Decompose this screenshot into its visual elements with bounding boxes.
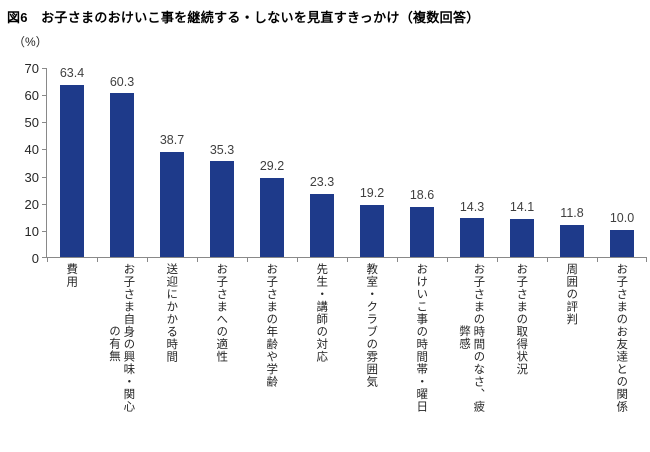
x-category-label: お子さまの年齢や学齢 [246, 263, 296, 449]
x-category-label-text: 先生・講師の対応 [315, 263, 328, 363]
y-axis-tick [42, 176, 47, 178]
y-tick-label: 10 [24, 223, 39, 239]
bar [610, 229, 634, 257]
x-category-label: 先生・講師の対応 [296, 263, 346, 449]
plot-area: 0 10 20 30 40 50 60 70 63.4 60.3 38.7 35.3 29.2 23.3 1… [25, 62, 647, 265]
x-category-label-text: お子さまの年齢や学齢 [265, 263, 278, 388]
x-axis-tick [646, 257, 647, 262]
x-axis-tick [247, 257, 248, 262]
bar [210, 161, 234, 257]
x-axis-tick [47, 257, 48, 262]
bar [410, 206, 434, 257]
x-axis-tick [97, 257, 98, 262]
x-category-label-text: 費用 [65, 263, 78, 288]
chart-title: 図6 お子さまのおけいこ事を継続する・しないを見直すきっかけ（複数回答） [7, 10, 480, 25]
x-axis-tick [547, 257, 548, 262]
bar-value-label: 23.3 [309, 175, 335, 190]
bar-value-label: 38.7 [159, 133, 185, 148]
bar [60, 84, 84, 257]
x-category-label-text: おけいこ事の時間帯・曜日 [415, 263, 428, 413]
y-axis-tick [42, 68, 47, 69]
x-category-label: 教室・クラブの雰囲気 [346, 263, 396, 449]
bar [260, 177, 284, 257]
x-category-label: お子さま自身の興味・関心 の有無 [96, 263, 146, 449]
x-category-label: お子さまの取得状況 [496, 263, 546, 449]
y-axis-tick [42, 149, 47, 151]
x-axis-tick [347, 257, 348, 262]
x-category-label-text: 送迎にかかる時間 [165, 263, 178, 363]
x-axis-tick [397, 257, 398, 262]
y-tick-label: 40 [24, 142, 39, 158]
x-axis-tick [147, 257, 148, 262]
x-category-label-text: 教室・クラブの雰囲気 [365, 263, 378, 388]
bar-value-label: 11.8 [560, 206, 584, 221]
y-axis-tick [42, 122, 47, 124]
y-tick-label: 0 [31, 251, 39, 266]
x-category-label-text: お子さまへの適性 [215, 263, 228, 363]
bar-value-label: 35.3 [209, 142, 235, 157]
x-category-label: 費用 [46, 263, 96, 449]
y-tick-label: 30 [24, 169, 39, 185]
y-axis-tick [42, 257, 47, 258]
x-axis-tick [297, 257, 298, 262]
x-category-label-text: 周囲の評判 [565, 263, 578, 326]
x-category-label: お子さまの時間のなさ、疲 弊感 [446, 263, 496, 449]
bar [110, 93, 134, 257]
x-category-label-text: お子さまの取得状況 [515, 263, 528, 376]
x-category-label: お子さまのお友達との関係 [596, 263, 646, 449]
y-tick-label: 60 [24, 88, 39, 104]
x-category-label-text: お子さまのお友達との関係 [615, 263, 628, 413]
bar-value-label: 14.1 [509, 200, 535, 215]
x-category-label: おけいこ事の時間帯・曜日 [396, 263, 446, 449]
x-category-label-text: お子さまの時間のなさ、疲 弊感 [458, 263, 485, 413]
x-axis-tick [597, 257, 598, 262]
bar [560, 224, 584, 257]
y-axis-unit-label: （%） [13, 35, 48, 49]
y-axis-tick [42, 230, 47, 232]
x-category-label: お子さまへの適性 [196, 263, 246, 449]
y-tick-label: 50 [24, 115, 39, 131]
bar-value-label: 29.2 [259, 159, 285, 174]
bar-value-label: 60.3 [109, 74, 135, 89]
y-tick-label: 70 [24, 61, 39, 76]
bar-value-label: 19.2 [359, 186, 385, 201]
x-category-label: 周囲の評判 [546, 263, 596, 449]
x-category-label-text: お子さま自身の興味・関心 の有無 [108, 263, 135, 413]
bar [510, 218, 534, 257]
x-axis-labels: 費用 お子さま自身の興味・関心 の有無 送迎にかかる時間 お子さまへの適性 お子さまの年齢… [46, 263, 646, 449]
bar-value-label: 63.4 [59, 66, 85, 81]
bar [160, 151, 184, 257]
x-axis-tick [197, 257, 198, 262]
bar-value-label: 18.6 [409, 188, 435, 203]
y-tick-label: 20 [24, 196, 39, 212]
bar-value-label: 10.0 [609, 211, 635, 226]
y-axis-tick [42, 203, 47, 205]
bar [310, 193, 334, 257]
y-axis-tick [42, 95, 47, 97]
bar [360, 204, 384, 257]
x-category-label: 送迎にかかる時間 [146, 263, 196, 449]
x-axis-tick [447, 257, 448, 262]
bar [460, 218, 484, 257]
x-axis-tick [497, 257, 498, 262]
bar-value-label: 14.3 [459, 199, 485, 214]
